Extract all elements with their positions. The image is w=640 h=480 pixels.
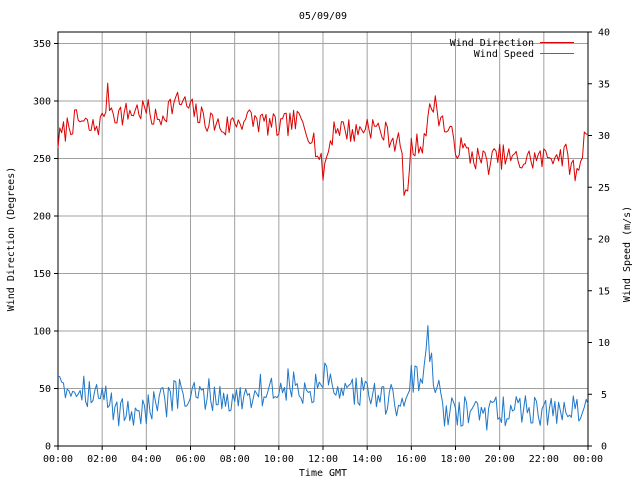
y-left-tick-label: 250 — [33, 154, 51, 165]
y-left-tick-label: 350 — [33, 39, 51, 50]
y-right-tick-label: 10 — [598, 338, 610, 349]
y-axis-label-left: Wind Direction (Degrees) — [6, 167, 17, 312]
x-tick-label: 00:00 — [573, 454, 603, 465]
y-left-tick-label: 0 — [45, 442, 51, 453]
y-right-tick-label: 0 — [601, 442, 607, 453]
x-tick-label: 14:00 — [352, 454, 382, 465]
series-line-wind-direction — [57, 82, 589, 196]
series-layer — [57, 82, 589, 431]
y-left-tick-label: 200 — [33, 212, 51, 223]
x-tick-label: 02:00 — [87, 454, 117, 465]
legend-label-wind-direction: Wind Direction — [450, 38, 534, 49]
y-right-tick-label: 5 — [601, 390, 607, 401]
y-left-tick-label: 150 — [33, 269, 51, 280]
x-tick-label: 10:00 — [264, 454, 294, 465]
x-tick-label: 18:00 — [440, 454, 470, 465]
x-tick-label: 20:00 — [485, 454, 515, 465]
x-tick-label: 00:00 — [43, 454, 73, 465]
x-tick-label: 04:00 — [131, 454, 161, 465]
chart-title: 05/09/09 — [299, 11, 347, 22]
x-tick-label: 16:00 — [396, 454, 426, 465]
y-right-tick-label: 40 — [598, 28, 610, 39]
y-right-tick-label: 25 — [598, 183, 610, 194]
x-tick-label: 12:00 — [308, 454, 338, 465]
x-tick-label: 06:00 — [175, 454, 205, 465]
x-tick-label: 22:00 — [529, 454, 559, 465]
y-right-tick-label: 30 — [598, 131, 610, 142]
y-left-tick-label: 100 — [33, 327, 51, 338]
series-line-wind-speed — [57, 325, 589, 431]
y-right-tick-label: 35 — [598, 79, 610, 90]
axis-ticks: 00:00 02:00 04:00 06:00 08:00 10:00 12:00 14:00… — [33, 28, 610, 466]
x-axis-label: Time GMT — [299, 468, 347, 479]
legend-label-wind-speed: Wind Speed — [474, 49, 534, 60]
legend: Wind Direction Wind Speed — [450, 38, 574, 60]
y-left-tick-label: 300 — [33, 97, 51, 108]
y-axis-label-right: Wind Speed (m/s) — [622, 206, 633, 302]
y-right-tick-label: 20 — [598, 235, 610, 246]
y-right-tick-label: 15 — [598, 286, 610, 297]
y-left-tick-label: 50 — [39, 384, 51, 395]
x-tick-label: 08:00 — [220, 454, 250, 465]
